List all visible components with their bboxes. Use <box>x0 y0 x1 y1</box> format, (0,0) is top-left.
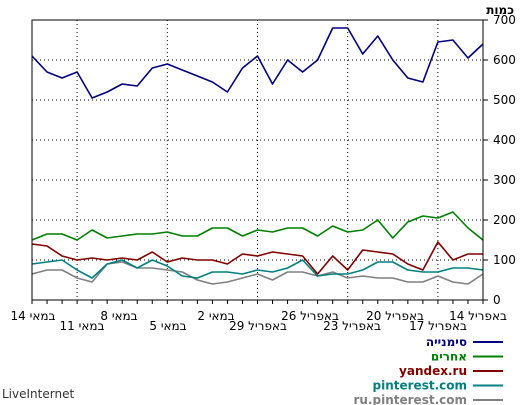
y-tick-label: 500 <box>493 93 516 107</box>
series-line <box>31 241 483 275</box>
x-tick-label: 29 באפריל <box>229 319 287 333</box>
y-axis-label: כמות <box>486 3 514 17</box>
legend-label: yandex.ru <box>399 364 467 378</box>
y-tick-label: 600 <box>493 53 516 67</box>
y-tick-label: 700 <box>493 13 516 27</box>
x-tick-label: 23 באפריל <box>323 319 381 333</box>
x-axis-ticks: 14 במאי 8 במאי 2 במאי 26 באפריל 20 באפריל 14 … <box>11 309 507 333</box>
x-tick-label: 11 במאי <box>60 319 105 333</box>
x-tick-label: 14 באפריל <box>449 309 507 323</box>
brand-label: LiveInternet <box>2 387 74 401</box>
legend-label: סימנייה <box>426 335 467 349</box>
plot-frame <box>31 19 484 301</box>
legend-label: ru.pinterest.com <box>354 393 468 405</box>
x-tick-label: 2 במאי <box>197 309 234 323</box>
series-line <box>31 211 484 241</box>
x-tick-label: 8 במאי <box>100 309 137 323</box>
series-line <box>31 27 484 99</box>
x-tick-label: 26 באפריל <box>281 309 339 323</box>
grid <box>31 20 484 304</box>
series-lines <box>31 27 484 285</box>
y-axis-ticks: 0 100 200 300 400 500 600 700 <box>483 13 516 307</box>
legend: סימנייהאחריםyandex.rupinterest.comru.pin… <box>354 335 503 405</box>
legend-label: pinterest.com <box>373 379 467 393</box>
x-tick-label: 17 באפריל <box>409 319 467 333</box>
legend-label: אחרים <box>431 350 467 364</box>
x-tick-label: 14 במאי <box>11 309 56 323</box>
y-tick-label: 200 <box>493 213 516 227</box>
y-tick-label: 400 <box>493 133 516 147</box>
x-tick-label: 20 באפריל <box>366 309 424 323</box>
y-tick-label: 300 <box>493 173 516 187</box>
y-tick-label: 100 <box>493 253 516 267</box>
series-line <box>31 259 484 279</box>
x-tick-label: 5 במאי <box>149 319 186 333</box>
y-tick-label: 0 <box>493 293 501 307</box>
